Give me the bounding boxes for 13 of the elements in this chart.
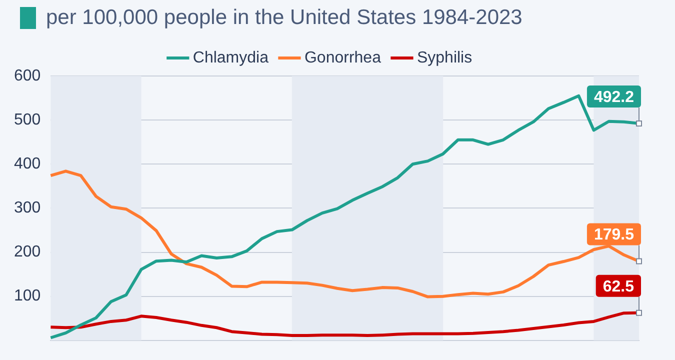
y-tick-label: 500 (14, 111, 41, 128)
y-tick-label: 300 (14, 200, 41, 217)
y-tick-label: 400 (14, 156, 41, 173)
legend-label: Gonorrhea (304, 49, 382, 66)
data-label: 179.5 (594, 226, 634, 244)
legend-label: Chlamydia (192, 49, 269, 66)
data-label: 492.2 (594, 88, 634, 106)
legend-label: Syphilis (416, 49, 472, 66)
y-tick-label: 600 (14, 67, 41, 84)
data-label: 62.5 (602, 278, 634, 296)
y-tick-label: 200 (14, 244, 41, 261)
y-tick-label: 100 (14, 288, 41, 305)
chart-title: per 100,000 people in the United States 1984-2023 (46, 6, 522, 30)
